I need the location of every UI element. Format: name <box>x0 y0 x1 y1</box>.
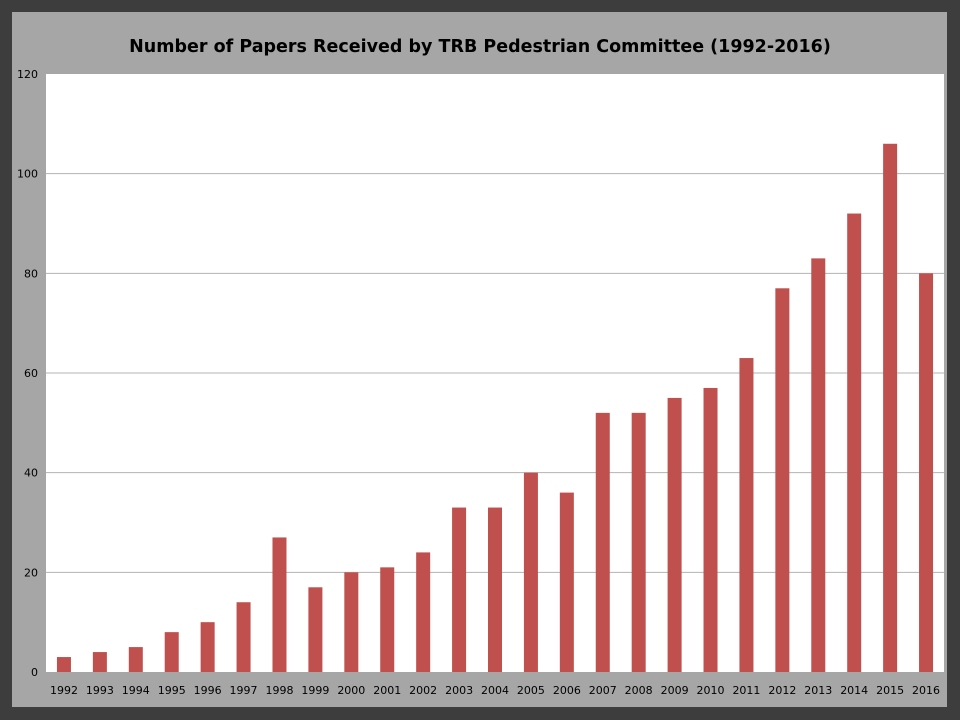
x-tick-label: 2015 <box>876 684 904 697</box>
x-tick-label: 1993 <box>86 684 114 697</box>
x-tick-label: 2004 <box>481 684 509 697</box>
bar-2016 <box>919 273 934 672</box>
x-tick-label: 2014 <box>840 684 868 697</box>
bar-1993 <box>92 652 107 672</box>
bar-2011 <box>739 358 754 672</box>
bar-1992 <box>56 657 71 672</box>
y-tick-label: 60 <box>24 367 38 380</box>
bar-2001 <box>380 567 395 672</box>
bar-2010 <box>703 387 718 672</box>
bar-2007 <box>595 412 610 672</box>
x-tick-label: 2012 <box>768 684 796 697</box>
bar-2014 <box>847 213 862 673</box>
bar-1999 <box>308 587 323 672</box>
x-tick-label: 2001 <box>373 684 401 697</box>
bar-1997 <box>236 602 251 672</box>
x-tick-label: 2006 <box>553 684 581 697</box>
bar-2004 <box>487 507 503 672</box>
y-tick-label: 100 <box>17 168 38 181</box>
bar-2015 <box>883 143 898 672</box>
bar-2013 <box>811 258 826 672</box>
x-tick-label: 1995 <box>158 684 186 697</box>
bar-2009 <box>667 397 682 672</box>
bars <box>56 143 934 673</box>
bar-1996 <box>200 622 215 672</box>
x-tick-label: 2008 <box>625 684 653 697</box>
bar-2005 <box>523 472 538 672</box>
x-tick-label: 2007 <box>589 684 617 697</box>
x-tick-label: 2009 <box>661 684 689 697</box>
bar-2008 <box>631 412 646 672</box>
y-tick-label: 0 <box>31 666 38 679</box>
bar-2000 <box>344 572 359 672</box>
x-tick-label: 2010 <box>697 684 725 697</box>
bar-2002 <box>416 552 431 672</box>
chart-title: Number of Papers Received by TRB Pedestr… <box>129 37 831 57</box>
y-tick-label: 40 <box>24 467 38 480</box>
bar-1998 <box>272 537 287 672</box>
x-tick-label: 1992 <box>50 684 78 697</box>
x-tick-label: 1997 <box>230 684 258 697</box>
x-tick-label: 1998 <box>265 684 293 697</box>
x-tick-label: 2003 <box>445 684 473 697</box>
x-tick-label: 1996 <box>194 684 222 697</box>
bar-1994 <box>128 647 143 672</box>
x-axis-ticks: 1992 1993 1994 1995 1996 1997 1998 1999 2000 2001… <box>50 684 940 697</box>
x-tick-label: 2005 <box>517 684 545 697</box>
bar-2006 <box>559 492 574 672</box>
x-tick-label: 2016 <box>912 684 940 697</box>
x-tick-label: 2002 <box>409 684 437 697</box>
y-tick-label: 80 <box>24 267 38 280</box>
bar-2003 <box>452 507 467 672</box>
x-tick-label: 1994 <box>122 684 150 697</box>
x-tick-label: 2013 <box>804 684 832 697</box>
x-tick-label: 1999 <box>301 684 329 697</box>
x-tick-label: 2000 <box>337 684 365 697</box>
y-tick-label: 120 <box>17 68 38 81</box>
y-axis-ticks: 0 20 40 60 80 100 120 <box>17 68 38 679</box>
bar-2012 <box>775 288 790 672</box>
y-tick-label: 20 <box>24 566 38 579</box>
x-tick-label: 2011 <box>732 684 760 697</box>
bar-1995 <box>164 632 179 672</box>
